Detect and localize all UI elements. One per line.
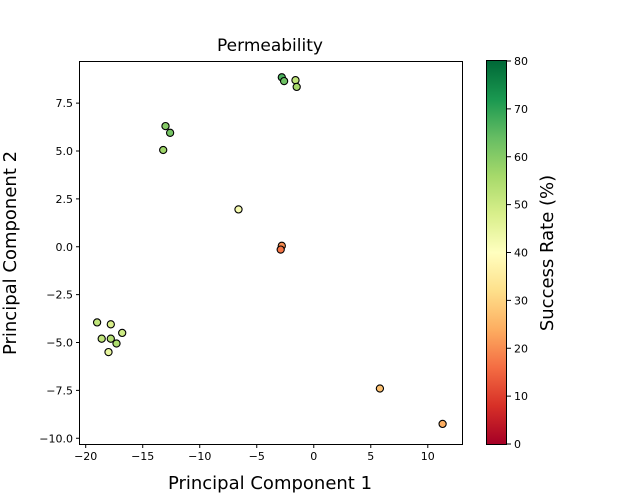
x-axis-label: Principal Component 1: [168, 473, 372, 494]
x-tick-label: −15: [131, 450, 154, 463]
x-tick-label: 0: [310, 450, 317, 463]
data-point: [106, 334, 115, 343]
colorbar-tick-label: 60: [514, 151, 528, 164]
colorbar-tick-label: 70: [514, 103, 528, 116]
x-tick-label: −5: [249, 450, 265, 463]
data-point: [92, 318, 102, 327]
x-tick-label: −20: [74, 450, 97, 463]
data-point: [279, 76, 289, 86]
data-point: [165, 128, 175, 137]
colorbar-ticks: 0 10 20 30 40 50 60 70 80: [507, 55, 528, 451]
y-tick-label: 7.5: [56, 97, 74, 110]
data-point: [375, 384, 385, 393]
data-point: [97, 334, 106, 343]
chart-title: Permeability: [217, 36, 323, 56]
x-tick-label: 5: [367, 450, 374, 463]
points-layer: [92, 73, 447, 429]
data-point: [112, 339, 121, 348]
data-point: [291, 76, 300, 85]
colorbar: [487, 61, 506, 444]
data-point: [161, 121, 170, 131]
y-tick-label: −7.5: [46, 384, 73, 397]
colorbar-tick-label: 10: [514, 390, 528, 403]
colorbar-label: Success Rate (%): [537, 175, 558, 331]
y-tick-label: 2.5: [56, 193, 74, 206]
colorbar-tick-label: 20: [514, 342, 528, 355]
y-tick-label: −10.0: [39, 432, 73, 445]
y-axis-label: Principal Component 2: [0, 151, 21, 355]
data-point: [292, 82, 301, 92]
y-axis-ticks: −10.0 −7.5 −5.0 −2.5 0.0 2.5 5.0 7.5: [39, 97, 80, 445]
data-point: [118, 328, 127, 338]
colorbar-tick-label: 50: [514, 199, 528, 212]
x-tick-label: −10: [188, 450, 211, 463]
colorbar-tick-label: 40: [514, 247, 528, 260]
data-point: [104, 347, 113, 357]
colorbar-tick-label: 0: [514, 438, 521, 451]
y-tick-label: 0.0: [56, 241, 74, 254]
colorbar-frame: [486, 60, 507, 445]
x-axis-ticks: −20 −15 −10 −5 0 5 10: [74, 444, 435, 463]
y-tick-label: −2.5: [46, 289, 73, 302]
data-point: [234, 205, 243, 214]
plot-frame: [79, 61, 463, 445]
y-tick-label: −5.0: [46, 337, 73, 350]
colorbar-tick-label: 30: [514, 294, 528, 307]
data-point: [438, 419, 447, 429]
data-point: [276, 245, 285, 254]
y-tick-label: 5.0: [56, 145, 74, 158]
x-tick-label: 10: [421, 450, 435, 463]
data-point: [106, 320, 115, 329]
data-point: [159, 145, 168, 155]
colorbar-tick-label: 80: [514, 55, 528, 68]
